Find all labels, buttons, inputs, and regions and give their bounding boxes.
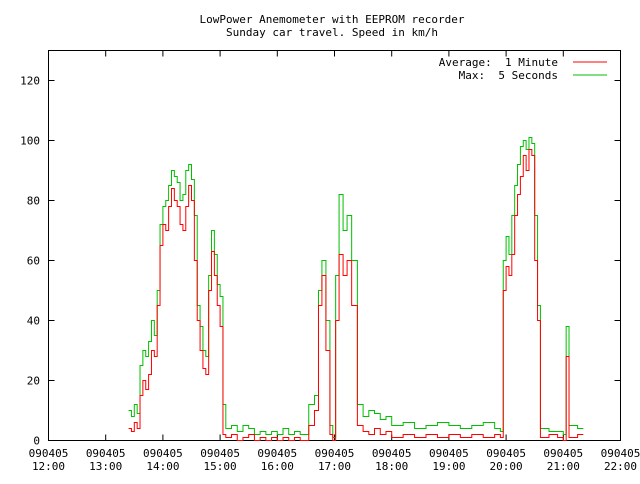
y-tick-label: 0 <box>33 435 40 448</box>
x-tick-time: 22:00 <box>604 460 637 473</box>
y-tick-label: 60 <box>27 255 40 268</box>
x-tick-time: 15:00 <box>204 460 237 473</box>
y-tick-label: 40 <box>27 315 40 328</box>
chart-subtitle: Sunday car travel. Speed in km/h <box>226 26 438 39</box>
legend: Average: 1 Minute Max: 5 Seconds <box>439 56 607 82</box>
y-tick-label: 120 <box>20 75 40 88</box>
x-tick-date: 090405 <box>543 447 583 460</box>
x-tick-time: 13:00 <box>89 460 122 473</box>
y-tick-label: 80 <box>27 195 40 208</box>
x-tick-date: 090405 <box>372 447 412 460</box>
x-tick-time: 21:00 <box>547 460 580 473</box>
x-tick-time: 14:00 <box>146 460 179 473</box>
x-tick-time: 20:00 <box>490 460 523 473</box>
x-tick-date: 090405 <box>257 447 297 460</box>
x-tick-date: 090405 <box>29 447 69 460</box>
x-tick-time: 17:00 <box>318 460 351 473</box>
x-tick-time: 18:00 <box>375 460 408 473</box>
x-tick-date: 090405 <box>200 447 240 460</box>
x-tick-date: 090405 <box>486 447 526 460</box>
x-tick-date: 090405 <box>315 447 355 460</box>
series-line-avg <box>128 149 584 441</box>
x-tick-time: 16:00 <box>261 460 294 473</box>
chart-title: LowPower Anemometer with EEPROM recorder <box>200 13 465 26</box>
y-tick-label: 20 <box>27 375 40 388</box>
x-tick-time: 12:00 <box>32 460 65 473</box>
x-tick-date: 090405 <box>601 447 640 460</box>
series-line-max <box>128 137 584 438</box>
legend-label-avg: Average: 1 Minute <box>439 56 558 69</box>
x-tick-date: 090405 <box>86 447 126 460</box>
legend-label-max: Max: 5 Seconds <box>459 69 558 82</box>
x-tick-date: 090405 <box>143 447 183 460</box>
x-tick-time: 19:00 <box>432 460 465 473</box>
y-tick-label: 100 <box>20 135 40 148</box>
x-tick-date: 090405 <box>429 447 469 460</box>
